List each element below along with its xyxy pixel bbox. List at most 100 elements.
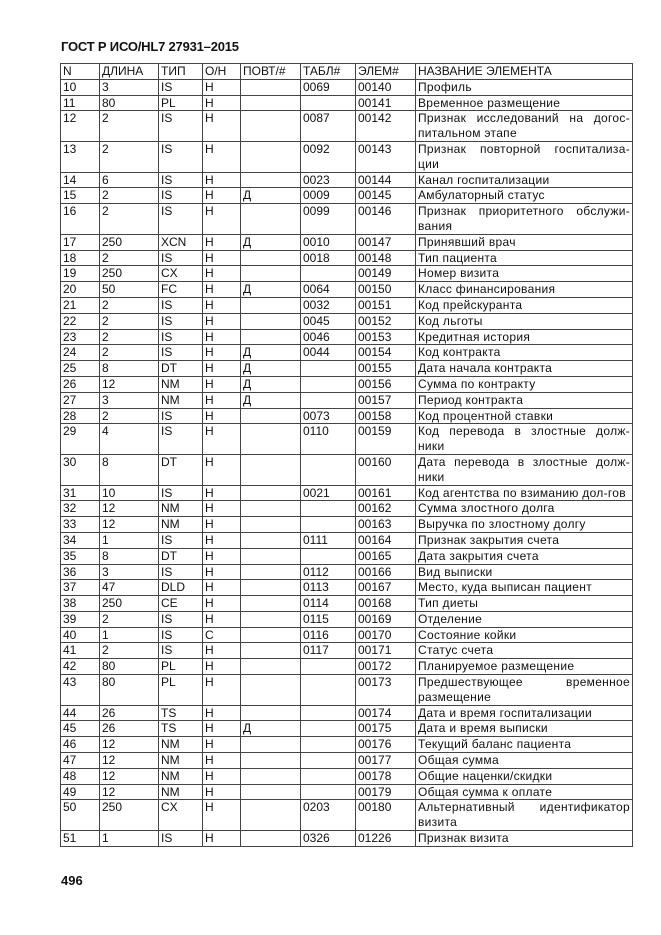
cell-n: 28 [60, 407, 100, 425]
cell-repeat [240, 407, 301, 425]
column-header-optionality: О/Н [202, 63, 241, 80]
cell-element-number: 00147 [355, 233, 416, 251]
cell-type: IS [158, 328, 203, 346]
cell-n: 26 [60, 375, 100, 393]
table-row: 22 2 IS Н 0045 00152 Код льготы [60, 312, 633, 330]
cell-element-name: Дата перевода в злостные долж-ники [415, 453, 633, 486]
cell-type: IS [158, 187, 203, 205]
cell-length: 3 [99, 563, 159, 581]
cell-element-name: Дата и время госпитализации [415, 704, 633, 722]
cell-element-name: Признак повторной госпитализа-ции [415, 140, 633, 173]
cell-length: 1 [99, 626, 159, 644]
cell-table-number [300, 736, 356, 754]
cell-n: 19 [60, 265, 100, 283]
cell-table-number: 0116 [300, 626, 356, 644]
cell-table-number: 0099 [300, 203, 356, 235]
cell-n: 10 [60, 78, 100, 96]
table-row: 39 2 IS Н 0115 00169 Отделение [60, 610, 633, 628]
cell-optionality: Н [202, 610, 241, 628]
cell-element-number: 00162 [355, 500, 416, 518]
cell-repeat [240, 674, 301, 706]
cell-repeat [240, 626, 301, 644]
table-row: 35 8 DT Н 00165 Дата закрытия счета [60, 547, 633, 565]
cell-optionality: Н [202, 736, 241, 754]
cell-element-number: 00157 [355, 391, 416, 409]
cell-table-number [300, 500, 356, 518]
cell-optionality: Н [202, 78, 241, 96]
cell-type: IS [158, 249, 203, 267]
cell-optionality: Н [202, 516, 241, 533]
cell-repeat [240, 140, 301, 173]
cell-table-number [300, 547, 356, 565]
cell-optionality: Н [202, 391, 241, 409]
cell-length: 12 [99, 375, 159, 393]
cell-optionality: Н [202, 531, 241, 549]
cell-table-number: 0092 [300, 140, 356, 173]
cell-element-number: 00173 [355, 674, 416, 706]
cell-length: 12 [99, 516, 159, 533]
cell-repeat: Д [240, 233, 301, 251]
cell-element-number: 00146 [355, 203, 416, 235]
cell-n: 51 [60, 830, 100, 847]
cell-repeat [240, 78, 301, 96]
table-row: 28 2 IS Н 0073 00158 Код процентной ставки [60, 407, 633, 425]
cell-optionality: Н [202, 375, 241, 393]
cell-repeat [240, 595, 301, 612]
cell-type: DT [158, 453, 203, 486]
cell-repeat [240, 547, 301, 565]
cell-optionality: Н [202, 484, 241, 502]
cell-optionality: Н [202, 296, 241, 314]
cell-element-name: Место, куда выписан пациент [415, 579, 633, 597]
cell-n: 11 [60, 94, 100, 112]
cell-element-number: 00159 [355, 423, 416, 455]
cell-element-name: Признак приоритетного обслужи-вания [415, 203, 633, 235]
table-row: 31 10 IS Н 0021 00161 Код агентства по взимани… [60, 484, 633, 502]
column-header-length: ДЛИНА [99, 63, 159, 80]
table-row: 23 2 IS Н 0046 00153 Кредитная история [60, 328, 633, 346]
cell-length: 8 [99, 547, 159, 565]
table-row: 25 8 DT Н Д 00155 Дата начала контракта [60, 360, 633, 377]
cell-length: 12 [99, 736, 159, 754]
cell-optionality: Н [202, 752, 241, 769]
cell-element-name: Дата закрытия счета [415, 547, 633, 565]
cell-element-number: 00175 [355, 720, 416, 738]
cell-n: 32 [60, 500, 100, 518]
cell-table-number [300, 658, 356, 676]
cell-n: 41 [60, 642, 100, 660]
cell-repeat [240, 423, 301, 455]
cell-element-name: Амбулаторный статус [415, 187, 633, 205]
cell-length: 250 [99, 265, 159, 283]
table-row: 40 1 IS С 0116 00170 Состояние койки [60, 626, 633, 644]
cell-element-number: 00143 [355, 140, 416, 173]
cell-n: 30 [60, 453, 100, 486]
cell-optionality: Н [202, 171, 241, 189]
cell-table-number [300, 360, 356, 377]
cell-repeat: Д [240, 720, 301, 738]
cell-table-number: 0044 [300, 344, 356, 362]
cell-length: 250 [99, 233, 159, 251]
table-row: 42 80 PL Н 00172 Планируемое размещение [60, 658, 633, 676]
cell-optionality: Н [202, 203, 241, 235]
cell-element-name: Сумма злостного долга [415, 500, 633, 518]
cell-element-number: 00163 [355, 516, 416, 533]
cell-type: DLD [158, 579, 203, 597]
cell-length: 26 [99, 720, 159, 738]
cell-length: 2 [99, 140, 159, 173]
cell-element-name: Тип пациента [415, 249, 633, 267]
cell-element-number: 00150 [355, 281, 416, 298]
cell-element-name: Дата и время выписки [415, 720, 633, 738]
table-row: 43 80 PL Н 00173 Предшествующее временное раз… [60, 674, 633, 706]
cell-n: 25 [60, 360, 100, 377]
cell-optionality: С [202, 626, 241, 644]
cell-element-number: 00154 [355, 344, 416, 362]
cell-element-name: Сумма по контракту [415, 375, 633, 393]
cell-optionality: Н [202, 281, 241, 298]
cell-n: 36 [60, 563, 100, 581]
cell-n: 13 [60, 140, 100, 173]
cell-element-number: 00141 [355, 94, 416, 112]
cell-type: CE [158, 595, 203, 612]
cell-repeat [240, 516, 301, 533]
cell-optionality: Н [202, 249, 241, 267]
cell-element-name: Класс финансирования [415, 281, 633, 298]
cell-element-number: 00178 [355, 767, 416, 785]
